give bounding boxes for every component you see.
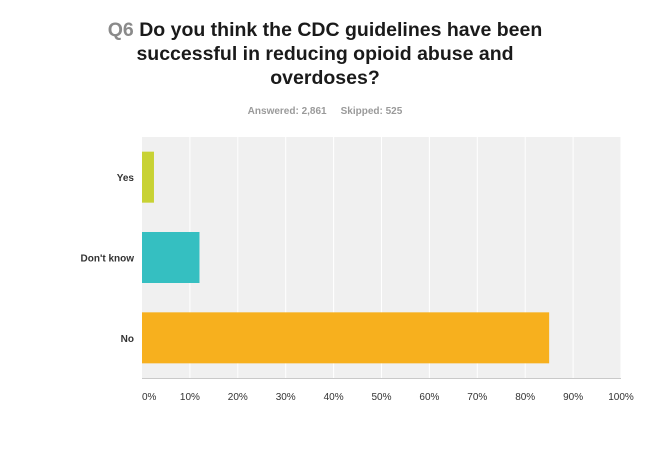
x-tick-label: 20% [228, 392, 248, 403]
x-tick-label: 100% [608, 392, 634, 403]
question-text: Do you think the CDC guidelines have bee… [136, 19, 543, 89]
x-tick-label: 90% [563, 392, 583, 403]
question-title: Q6 Do you think the CDC guidelines have … [95, 18, 555, 90]
x-tick-label: 80% [515, 392, 535, 403]
category-label-don-t-know: Don't know [81, 254, 135, 265]
x-tick-label: 60% [419, 392, 439, 403]
x-tick-label: 30% [276, 392, 296, 403]
x-tick-label: 70% [467, 392, 487, 403]
response-stats: Answered: 2,861 Skipped: 525 [0, 106, 650, 117]
x-tick-label: 10% [180, 392, 200, 403]
category-labels: Yes Don't know No [81, 173, 135, 345]
bar-don-t-know [142, 232, 200, 283]
category-label-no: No [121, 334, 134, 345]
bars [142, 151, 550, 364]
question-number: Q6 [107, 19, 134, 41]
category-label-yes: Yes [117, 173, 135, 184]
skipped-count: Skipped: 525 [340, 106, 403, 117]
x-tick-labels: 0% 10% 20% 30% 40% 50% 60% 70% 80% 90% 100% [142, 392, 634, 403]
bar-no [142, 312, 550, 364]
bar-yes [142, 151, 154, 203]
x-tick-label: 50% [371, 392, 391, 403]
answered-count: Answered: 2,861 [247, 106, 327, 117]
x-tick-label: 0% [142, 392, 157, 403]
x-tick-label: 40% [324, 392, 344, 403]
